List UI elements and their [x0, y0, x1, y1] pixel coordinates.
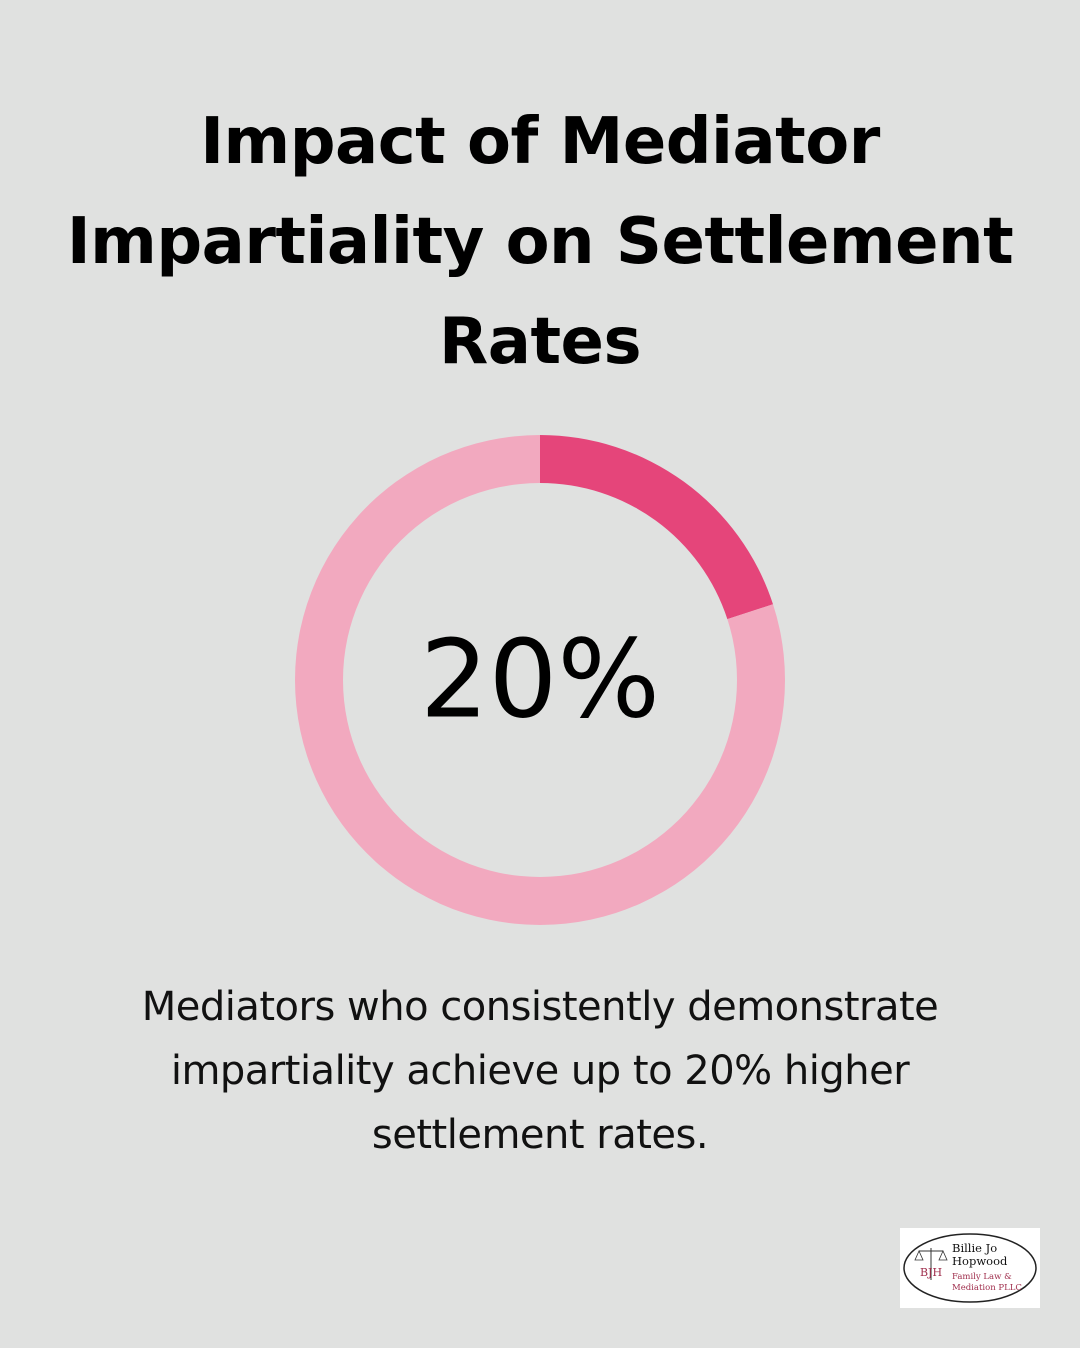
logo-tagline-line1: Family Law &	[952, 1272, 1012, 1282]
donut-chart-svg: 20%	[295, 435, 785, 925]
logo-name-line1: Billie Jo	[952, 1241, 997, 1255]
donut-slice-1	[540, 435, 774, 620]
scales-of-justice-icon	[914, 1248, 948, 1280]
center-value-label: 20%	[420, 618, 660, 743]
logo-name-line2: Hopwood	[952, 1254, 1008, 1268]
logo-ellipse	[903, 1233, 1037, 1303]
logo-monogram: BJH	[920, 1266, 942, 1279]
donut-slices	[295, 435, 785, 925]
company-logo: BJH Billie Jo Hopwood Family Law & Media…	[900, 1228, 1040, 1308]
donut-chart: 20%	[290, 430, 790, 930]
description-text: Mediators who consistently demonstrate i…	[141, 984, 939, 1158]
page-title: Impact of Mediator Impartiality on Settl…	[66, 105, 1014, 379]
logo-tagline-line2: Mediation PLLC	[952, 1283, 1022, 1293]
logo-svg: BJH Billie Jo Hopwood Family Law & Media…	[903, 1233, 1037, 1303]
